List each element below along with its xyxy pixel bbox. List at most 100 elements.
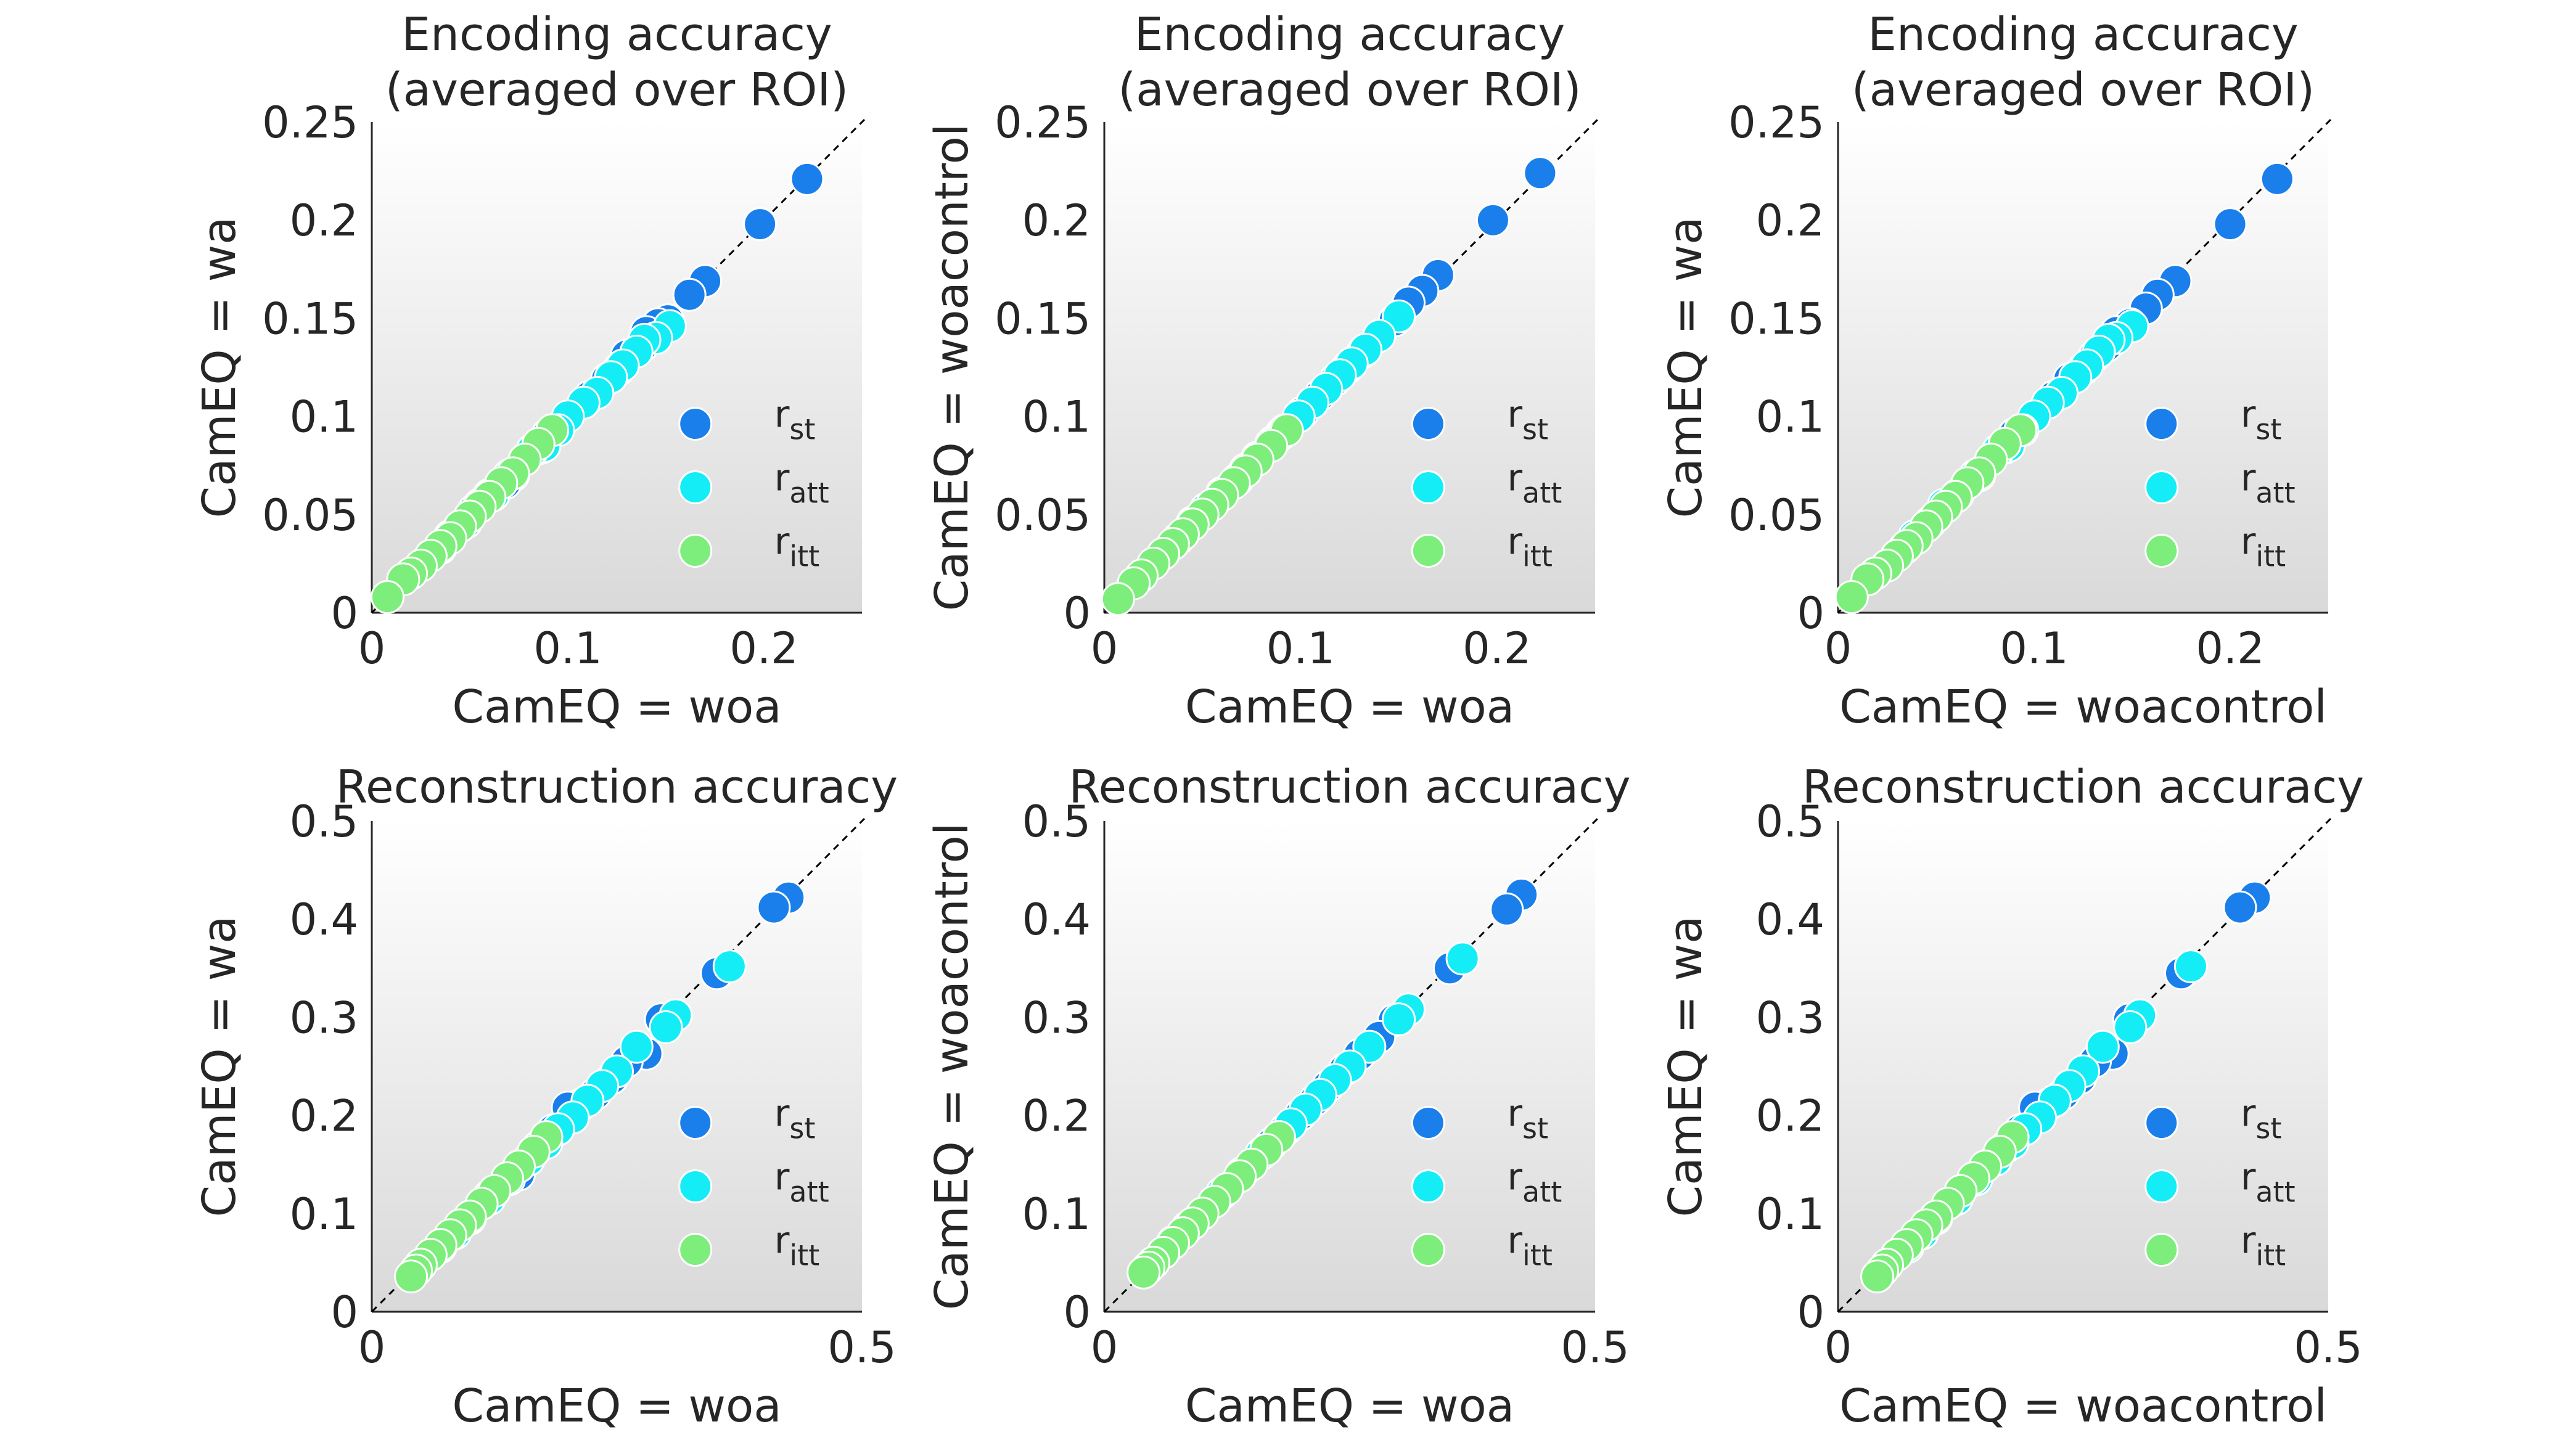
y-axis-label: CamEQ = wa: [1659, 216, 1712, 518]
y-tick-label: 0.4: [290, 894, 358, 945]
legend-label-itt: ritt: [1507, 1219, 1553, 1272]
legend-label-att: ratt: [774, 1156, 829, 1209]
y-tick-label: 0.1: [1756, 1189, 1824, 1240]
legend-marker-st: [1411, 1106, 1445, 1140]
legend-label-itt: ritt: [1507, 520, 1553, 573]
y-tick-label: 0.2: [1756, 195, 1824, 246]
x-tick-label: 0.1: [533, 623, 602, 674]
subplot-6: 0 0.5 0 0.1 0.2 0.3 0.4 0.5 rst ratt ritt Reconstru…: [1659, 761, 2364, 1433]
x-tick-label: 0: [358, 1322, 386, 1373]
subplot-3: 0 0.1 0.2 0 0.05 0.1 0.15 0.2 0.25 rst ratt ritt Enc…: [1659, 8, 2332, 734]
data-point-itt: [1860, 1259, 1895, 1294]
x-tick-label: 0: [1824, 623, 1852, 674]
x-tick-label: 0.1: [2000, 623, 2068, 674]
subplot-5: 0 0.5 0 0.1 0.2 0.3 0.4 0.5 rst ratt ritt Reconstru…: [925, 761, 1631, 1433]
y-axis-label: CamEQ = wa: [1659, 915, 1712, 1217]
x-tick-label: 0.2: [2196, 623, 2264, 674]
legend-marker-st: [678, 1106, 713, 1140]
y-tick-label: 0.4: [1756, 894, 1824, 945]
y-tick-label: 0.25: [262, 97, 358, 148]
y-tick-label: 0.05: [262, 490, 358, 541]
x-tick-label: 0.2: [1463, 623, 1531, 674]
y-axis-label: CamEQ = wa: [193, 915, 246, 1217]
y-tick-label: 0: [330, 1287, 358, 1338]
legend-label-itt: ritt: [2241, 1219, 2286, 1272]
y-tick-label: 0.05: [995, 490, 1091, 541]
y-tick-label: 0.1: [1022, 392, 1091, 443]
y-tick-label: 0.1: [290, 1189, 358, 1240]
legend-marker-itt: [1411, 534, 1445, 568]
data-point-itt: [1834, 580, 1869, 615]
data-point-st: [672, 277, 707, 312]
data-point-att: [1445, 941, 1480, 976]
x-axis-label: CamEQ = woa: [1185, 681, 1514, 734]
chart-subtitle: (averaged over ROI): [385, 63, 848, 117]
chart-title: Reconstruction accuracy: [1069, 761, 1630, 814]
y-tick-label: 0.5: [290, 796, 358, 847]
legend-label-st: rst: [1507, 1092, 1548, 1145]
y-tick-label: 0.25: [1728, 97, 1824, 148]
y-tick-label: 0.25: [995, 97, 1091, 148]
y-tick-label: 0.15: [262, 293, 358, 344]
data-point-att: [649, 1010, 683, 1044]
legend-marker-st: [2144, 1106, 2179, 1140]
y-tick-label: 0.5: [1756, 796, 1824, 847]
data-point-st: [2260, 162, 2294, 196]
data-point-att: [1382, 1002, 1416, 1037]
x-tick-label: 0: [1824, 1322, 1852, 1373]
y-tick-label: 0.3: [290, 992, 358, 1043]
chart-title: Encoding accuracy: [1868, 8, 2298, 61]
data-point-itt: [394, 1259, 429, 1294]
legend-marker-att: [1411, 1169, 1445, 1204]
legend-label-att: ratt: [1507, 1156, 1562, 1209]
data-point-att: [619, 1029, 654, 1064]
x-tick-label: 0.5: [2294, 1322, 2362, 1373]
data-point-st: [2223, 890, 2257, 925]
y-tick-label: 0.1: [290, 392, 358, 443]
data-point-itt: [1126, 1255, 1161, 1290]
y-axis-label: CamEQ = wa: [193, 216, 246, 518]
legend-marker-st: [2144, 407, 2179, 441]
chart-title: Encoding accuracy: [401, 8, 832, 61]
y-tick-label: 0.2: [1022, 1091, 1091, 1142]
chart-subtitle: (averaged over ROI): [1118, 63, 1581, 117]
y-tick-label: 0.2: [290, 195, 358, 246]
legend-label-st: rst: [2241, 1092, 2282, 1145]
x-axis-label: CamEQ = woacontrol: [1839, 1380, 2327, 1433]
y-tick-label: 0.05: [1728, 490, 1824, 541]
y-tick-label: 0.2: [1022, 195, 1091, 246]
x-axis-label: CamEQ = woacontrol: [1839, 681, 2327, 734]
y-tick-label: 0.15: [995, 293, 1091, 344]
chart-title: Reconstruction accuracy: [1802, 761, 2364, 814]
x-axis-label: CamEQ = woa: [1185, 1380, 1514, 1433]
y-tick-label: 0.1: [1756, 392, 1824, 443]
chart-subtitle: (averaged over ROI): [1852, 63, 2315, 117]
chart-title: Reconstruction accuracy: [336, 761, 898, 814]
y-tick-label: 0: [1063, 588, 1091, 639]
data-point-itt: [370, 580, 404, 615]
legend-label-st: rst: [774, 393, 816, 446]
data-point-st: [790, 162, 824, 196]
x-tick-label: 0.1: [1266, 623, 1335, 674]
x-tick-label: 0.2: [729, 623, 798, 674]
y-tick-label: 0.15: [1728, 293, 1824, 344]
data-point-st: [757, 890, 791, 925]
legend-marker-itt: [1411, 1233, 1445, 1267]
legend-label-att: ratt: [2241, 1156, 2296, 1209]
legend-label-itt: ritt: [2241, 520, 2286, 573]
legend-label-st: rst: [1507, 393, 1548, 446]
legend-marker-st: [678, 407, 713, 441]
legend-label-itt: ritt: [774, 520, 820, 573]
subplot-1: 0 0.1 0.2 0 0.05 0.1 0.15 0.2 0.25 rst ratt ritt Enc…: [193, 8, 866, 734]
data-point-att: [2085, 1029, 2120, 1064]
x-tick-label: 0.5: [827, 1322, 896, 1373]
data-point-st: [1490, 892, 1524, 926]
y-tick-label: 0: [1797, 588, 1824, 639]
data-point-att: [2113, 1010, 2148, 1044]
data-point-st: [1475, 203, 1510, 237]
data-point-att: [712, 949, 747, 984]
x-tick-label: 0: [358, 623, 386, 674]
x-axis-label: CamEQ = woa: [452, 681, 781, 734]
legend-label-att: ratt: [2241, 457, 2296, 510]
